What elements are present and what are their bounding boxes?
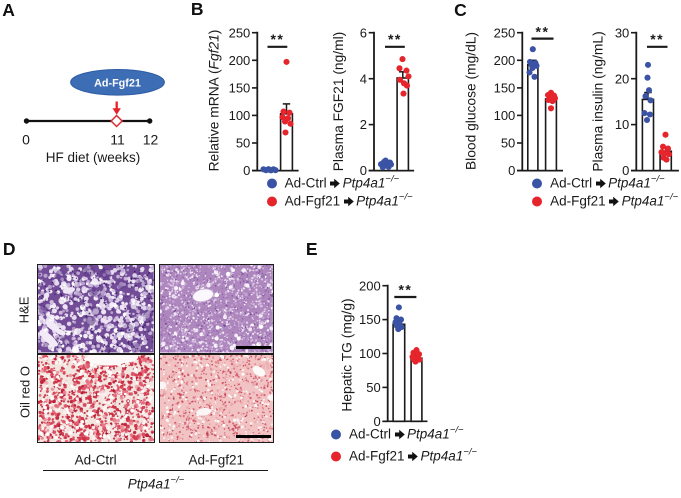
svg-text:100: 100 (494, 108, 516, 123)
svg-text:30: 30 (615, 25, 629, 40)
svg-text:10: 10 (615, 117, 629, 132)
svg-text:**: ** (398, 282, 412, 298)
svg-text:50: 50 (366, 380, 380, 395)
svg-text:Hepatic TG (mg/g): Hepatic TG (mg/g) (340, 298, 355, 411)
svg-text:4: 4 (360, 71, 367, 86)
svg-text:200: 200 (359, 278, 381, 293)
svg-text:150: 150 (229, 81, 251, 96)
svg-text:0: 0 (622, 163, 629, 178)
svg-text:**: ** (270, 31, 284, 47)
svg-text:100: 100 (359, 346, 381, 361)
svg-text:100: 100 (229, 108, 251, 123)
svg-text:Ad-Fgf21: Ad-Fgf21 (94, 78, 141, 90)
svg-text:**: ** (388, 31, 402, 47)
svg-text:200: 200 (494, 53, 516, 68)
svg-text:Plasma insulin (ng/mL): Plasma insulin (ng/mL) (591, 31, 606, 171)
svg-text:**: ** (536, 23, 550, 39)
svg-text:150: 150 (494, 81, 516, 96)
svg-text:250: 250 (494, 25, 516, 40)
svg-text:6: 6 (360, 25, 367, 40)
svg-text:11: 11 (110, 132, 125, 148)
svg-text:Plasma FGF21 (ng/ml): Plasma FGF21 (ng/ml) (331, 32, 346, 172)
svg-text:Relative mRNA (Fgf21): Relative mRNA (Fgf21) (207, 30, 222, 172)
svg-text:0: 0 (22, 132, 30, 148)
svg-text:50: 50 (501, 136, 515, 151)
svg-text:200: 200 (229, 53, 251, 68)
svg-text:0: 0 (243, 163, 250, 178)
svg-text:Blood glucose (mg/dL): Blood glucose (mg/dL) (464, 32, 479, 170)
svg-text:150: 150 (359, 312, 381, 327)
svg-text:**: ** (650, 31, 664, 47)
svg-text:0: 0 (373, 414, 380, 429)
svg-text:50: 50 (236, 136, 250, 151)
svg-text:0: 0 (360, 163, 367, 178)
svg-text:0: 0 (508, 163, 515, 178)
svg-text:12: 12 (143, 132, 159, 148)
svg-text:250: 250 (229, 25, 251, 40)
svg-text:20: 20 (615, 71, 629, 86)
svg-text:HF diet (weeks): HF diet (weeks) (46, 150, 141, 165)
svg-text:2: 2 (360, 117, 367, 132)
